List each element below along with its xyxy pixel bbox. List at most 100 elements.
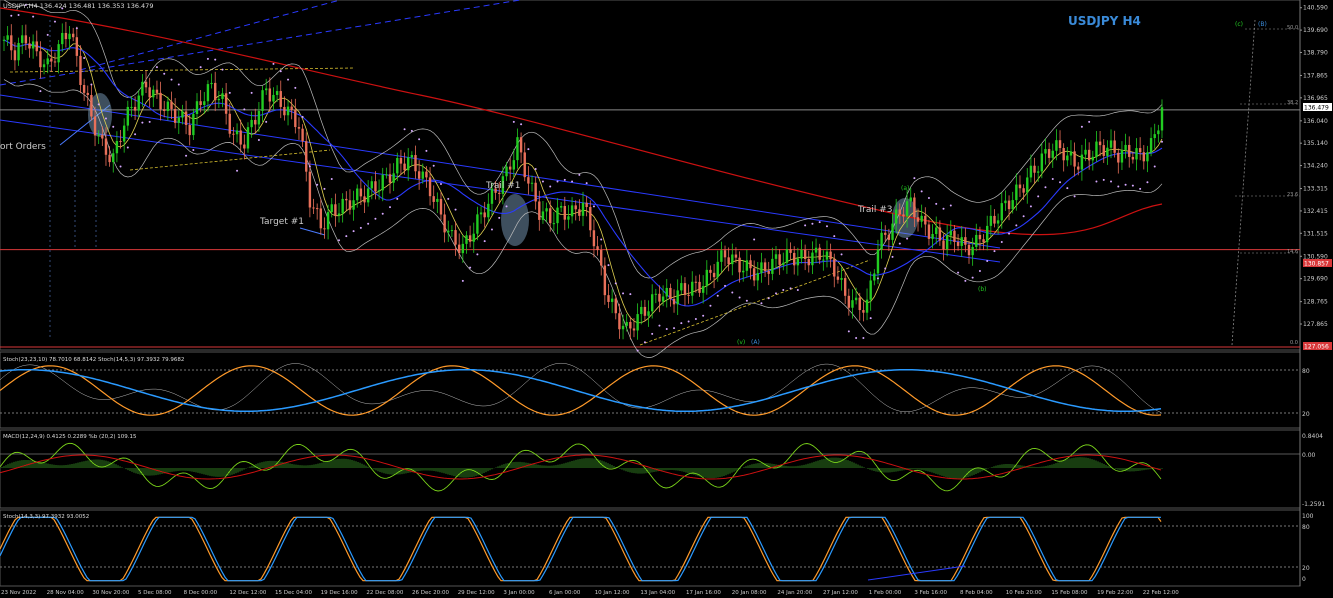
candle-body bbox=[319, 208, 323, 229]
sar-dot bbox=[425, 149, 428, 152]
sar-dot bbox=[724, 284, 727, 287]
candle-body bbox=[330, 204, 333, 213]
candle-body bbox=[676, 290, 679, 305]
candle-body bbox=[712, 272, 716, 278]
candle-body bbox=[745, 260, 749, 271]
panel-frame bbox=[0, 509, 1301, 587]
candle-body bbox=[534, 182, 537, 202]
sar-dot bbox=[833, 235, 836, 238]
sar-dot bbox=[709, 304, 712, 307]
candle-body bbox=[479, 212, 483, 215]
sar-dot bbox=[119, 165, 122, 168]
candle-body bbox=[556, 207, 559, 224]
candle-body bbox=[669, 287, 672, 300]
time-tick: 22 Dec 08:00 bbox=[366, 590, 403, 596]
candle-body bbox=[498, 192, 501, 194]
fib-channel bbox=[9, 67, 356, 73]
candle-body bbox=[884, 232, 887, 235]
candle-body bbox=[964, 237, 967, 245]
candle-body bbox=[833, 259, 836, 277]
candle-body bbox=[457, 244, 461, 254]
candle-body bbox=[789, 249, 792, 253]
sar-dot bbox=[250, 91, 253, 94]
candle-body bbox=[650, 294, 654, 312]
candle-body bbox=[61, 32, 64, 45]
candle-body bbox=[891, 223, 894, 240]
candle-body bbox=[734, 254, 738, 258]
bollinger-upper bbox=[3, 0, 1163, 279]
sar-dot bbox=[265, 120, 268, 123]
candle-body bbox=[1000, 203, 1003, 221]
candle-body bbox=[421, 171, 424, 179]
sar-dot bbox=[330, 177, 333, 180]
sar-dot bbox=[454, 208, 457, 211]
annotation-target-1: Target #1 bbox=[259, 217, 304, 227]
candle-body bbox=[334, 204, 337, 216]
sar-dot bbox=[811, 222, 814, 225]
svg-text:130.857: 130.857 bbox=[1304, 261, 1329, 268]
sar-dot bbox=[1066, 187, 1069, 190]
candle-body bbox=[818, 247, 821, 260]
candle-body bbox=[468, 235, 472, 242]
trendline bbox=[0, 119, 1001, 263]
candle-body bbox=[971, 246, 974, 256]
sar-dot bbox=[942, 207, 945, 210]
sar-dot bbox=[469, 266, 472, 269]
sar-dot bbox=[760, 302, 763, 305]
sar-dot bbox=[1131, 184, 1134, 187]
candle-body bbox=[796, 258, 800, 266]
time-tick: 1 Feb 00:00 bbox=[869, 590, 902, 596]
candle-body bbox=[308, 171, 312, 208]
candle-body bbox=[148, 87, 151, 98]
candle-body bbox=[749, 260, 752, 269]
panel-frame bbox=[0, 0, 1301, 351]
level-price-tag: 130.857 bbox=[1303, 259, 1332, 268]
candle-body bbox=[243, 144, 246, 149]
sar-dot bbox=[17, 13, 20, 16]
candle-body bbox=[119, 141, 122, 143]
sar-dot bbox=[600, 238, 603, 241]
time-tick: 15 Feb 08:00 bbox=[1051, 590, 1088, 596]
candle-body bbox=[352, 200, 355, 210]
overlay-layer bbox=[0, 0, 1300, 358]
candle-body bbox=[286, 106, 290, 116]
candle-body bbox=[301, 128, 304, 142]
sar-dot bbox=[24, 4, 27, 6]
sar-dot bbox=[731, 291, 734, 294]
sar-dot bbox=[228, 91, 231, 94]
time-tick: 13 Jan 04:00 bbox=[640, 590, 675, 596]
sar-dot bbox=[476, 253, 479, 256]
candle-body bbox=[931, 234, 934, 239]
candle-body bbox=[778, 254, 781, 265]
sar-dot bbox=[1095, 180, 1098, 183]
candle-body bbox=[1084, 149, 1087, 155]
sar-dot bbox=[97, 103, 100, 106]
price-tick: 133.315 bbox=[1303, 186, 1328, 193]
candle-body bbox=[173, 108, 177, 123]
candle-body bbox=[35, 41, 38, 52]
candle-body bbox=[701, 286, 705, 293]
candle-body bbox=[454, 230, 457, 245]
candle-body bbox=[636, 314, 639, 331]
candle-body bbox=[913, 197, 916, 218]
sar-dot bbox=[862, 337, 865, 340]
candle-body bbox=[1160, 107, 1164, 131]
candle-body bbox=[640, 306, 643, 315]
candle-body bbox=[527, 177, 530, 184]
sar-dot bbox=[658, 324, 661, 327]
time-tick: 27 Jan 12:00 bbox=[823, 590, 858, 596]
sar-dot bbox=[1080, 125, 1083, 128]
candle-body bbox=[862, 310, 865, 313]
macd-label: MACD(12,24,9) 0.4125 0.2289 %b (20,2) 10… bbox=[3, 434, 137, 440]
candle-body bbox=[28, 43, 31, 49]
sar-dot bbox=[439, 182, 442, 185]
dashed-trendline bbox=[0, 0, 521, 86]
candle-body bbox=[920, 215, 923, 222]
candle-body bbox=[1073, 151, 1076, 167]
candle-body bbox=[643, 306, 647, 316]
annotation-trail-1: Trail #1 bbox=[485, 181, 521, 191]
sar-dot bbox=[680, 322, 683, 325]
candle-body bbox=[163, 109, 166, 111]
stoch2-level-80: 80 bbox=[1302, 524, 1310, 531]
